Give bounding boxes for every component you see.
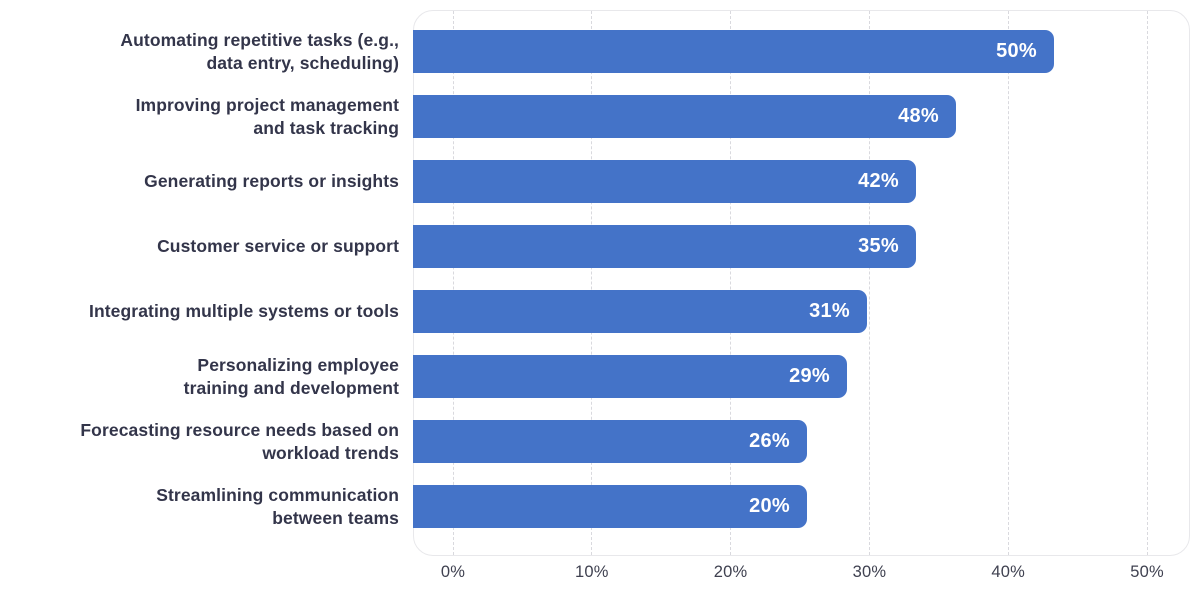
category-label-line: workload trends xyxy=(262,442,399,463)
category-label: Forecasting resource needs based on workl… xyxy=(0,416,399,468)
gridline xyxy=(868,11,870,555)
category-label-line: between teams xyxy=(272,507,399,528)
category-label-line: Integrating multiple systems or tools xyxy=(88,301,399,322)
category-label: Personalizing employee training and devel… xyxy=(0,351,399,403)
gridline xyxy=(1007,11,1009,555)
category-label: Streamlining communication between teams xyxy=(0,481,399,533)
bar-value-label: 35% xyxy=(858,234,899,257)
bar-value-label: 48% xyxy=(898,104,939,127)
bar-value-label: 50% xyxy=(996,39,1037,62)
gridline xyxy=(730,11,732,555)
category-label-line: Personalizing employee xyxy=(197,354,399,375)
bar-value-label: 26% xyxy=(749,429,790,452)
bar: 20% xyxy=(412,484,807,528)
bar: 42% xyxy=(412,159,916,203)
x-axis-tick-label: 0% xyxy=(440,563,466,581)
category-label: Automating repetitive tasks (e.g., data e… xyxy=(0,26,399,78)
bar: 31% xyxy=(412,289,867,333)
category-label: Customer service or support xyxy=(0,221,399,273)
category-label-line: training and development xyxy=(183,377,399,398)
bar: 50% xyxy=(412,29,1054,73)
category-label-line: Customer service or support xyxy=(157,236,399,257)
gridline xyxy=(452,11,454,555)
bar-value-label: 42% xyxy=(858,169,899,192)
bar: 26% xyxy=(412,419,807,463)
bar: 35% xyxy=(412,224,916,268)
category-label-line: Streamlining communication xyxy=(156,484,399,505)
x-axis-tick-label: 20% xyxy=(713,563,748,581)
category-label-line: Forecasting resource needs based on xyxy=(80,419,399,440)
category-label: Integrating multiple systems or tools xyxy=(0,286,399,338)
gridline xyxy=(591,11,593,555)
category-label-line: Generating reports or insights xyxy=(144,171,399,192)
category-label-line: Improving project management xyxy=(135,94,399,115)
category-label: Generating reports or insights xyxy=(0,156,399,208)
bar: 29% xyxy=(412,354,847,398)
bar: 48% xyxy=(412,94,956,138)
x-axis: 0% 10% 20% 30% 40% 50% xyxy=(0,560,1200,592)
bar-value-label: 20% xyxy=(749,494,790,517)
gridline xyxy=(1146,11,1148,555)
x-axis-tick-label: 10% xyxy=(574,563,609,581)
x-axis-tick-label: 40% xyxy=(991,563,1025,581)
x-axis-tick-label: 50% xyxy=(1130,563,1164,581)
category-label-line: data entry, scheduling) xyxy=(206,52,399,73)
bar-value-label: 31% xyxy=(809,299,850,322)
bar-value-label: 29% xyxy=(789,364,830,387)
category-label-line: and task tracking xyxy=(253,117,399,138)
category-label-line: Automating repetitive tasks (e.g., xyxy=(120,29,399,50)
category-label: Improving project management and task tra… xyxy=(0,91,399,143)
plot-area: 50% 48% 42% 35% 31% 29% 26% 20% xyxy=(412,10,1190,556)
x-axis-tick-label: 30% xyxy=(852,563,887,581)
